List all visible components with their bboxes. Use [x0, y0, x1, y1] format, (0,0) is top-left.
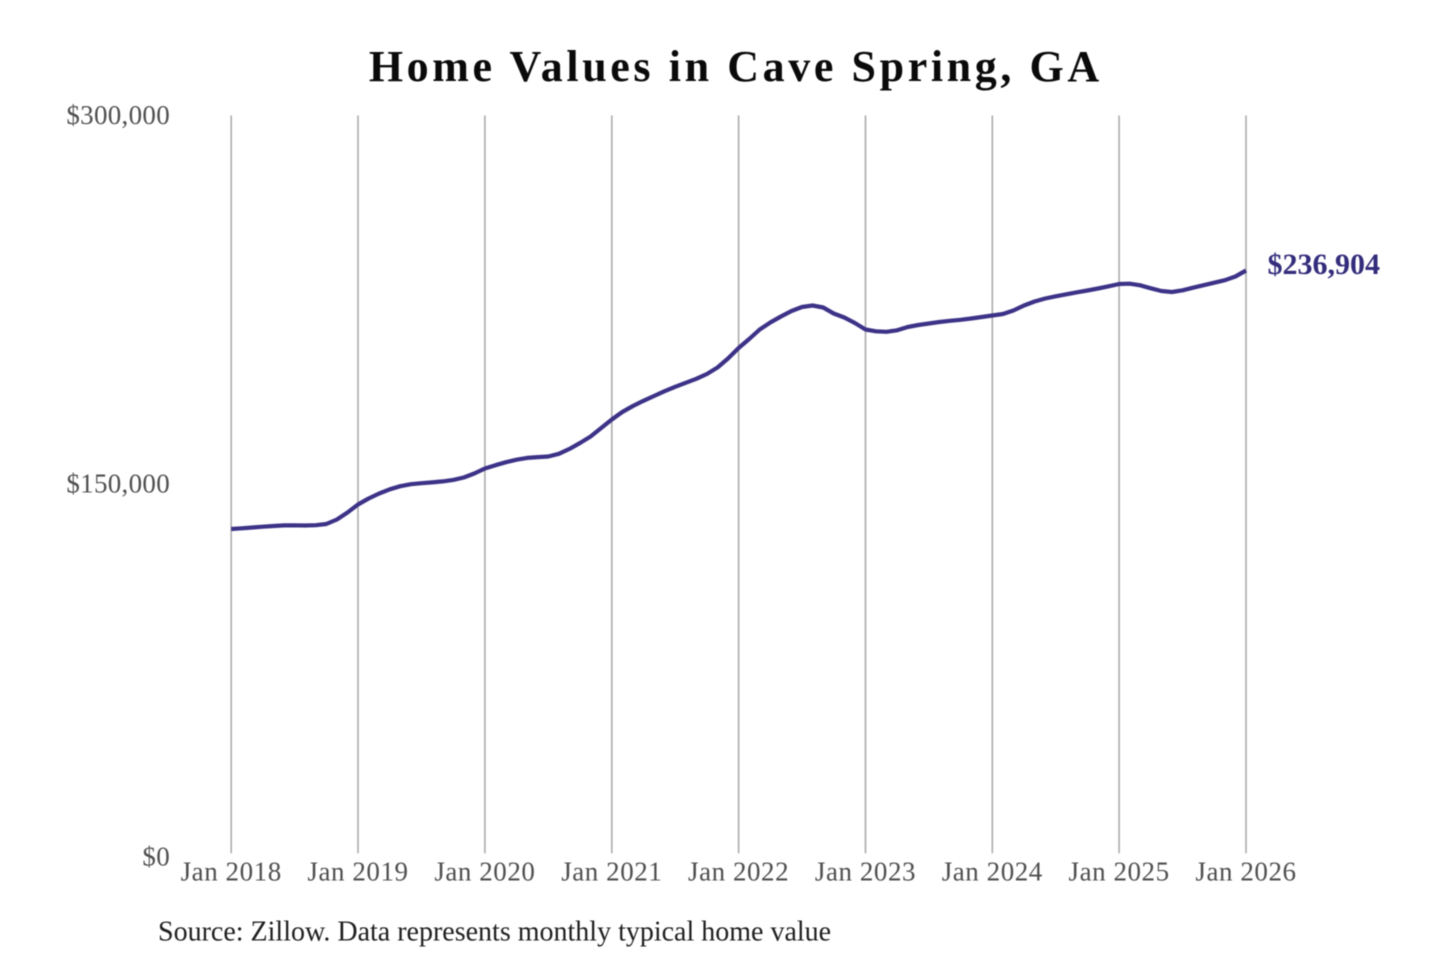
- svg-text:$150,000: $150,000: [66, 468, 170, 498]
- svg-text:Jan 2024: Jan 2024: [942, 857, 1043, 887]
- svg-text:$236,904: $236,904: [1268, 248, 1381, 281]
- svg-text:Jan 2023: Jan 2023: [815, 857, 916, 887]
- svg-text:$300,000: $300,000: [66, 100, 170, 130]
- svg-text:Jan 2020: Jan 2020: [434, 857, 535, 887]
- svg-text:Jan 2022: Jan 2022: [688, 857, 789, 887]
- svg-text:Jan 2019: Jan 2019: [307, 857, 408, 887]
- svg-text:Jan 2018: Jan 2018: [181, 857, 282, 887]
- svg-text:Home Values in Cave Spring, GA: Home Values in Cave Spring, GA: [369, 42, 1103, 91]
- svg-text:Source: Zillow. Data represent: Source: Zillow. Data represents monthly …: [158, 917, 831, 948]
- svg-text:Jan 2021: Jan 2021: [561, 857, 662, 887]
- svg-text:Jan 2026: Jan 2026: [1195, 857, 1296, 887]
- svg-text:$0: $0: [142, 842, 170, 872]
- svg-text:Jan 2025: Jan 2025: [1069, 857, 1170, 887]
